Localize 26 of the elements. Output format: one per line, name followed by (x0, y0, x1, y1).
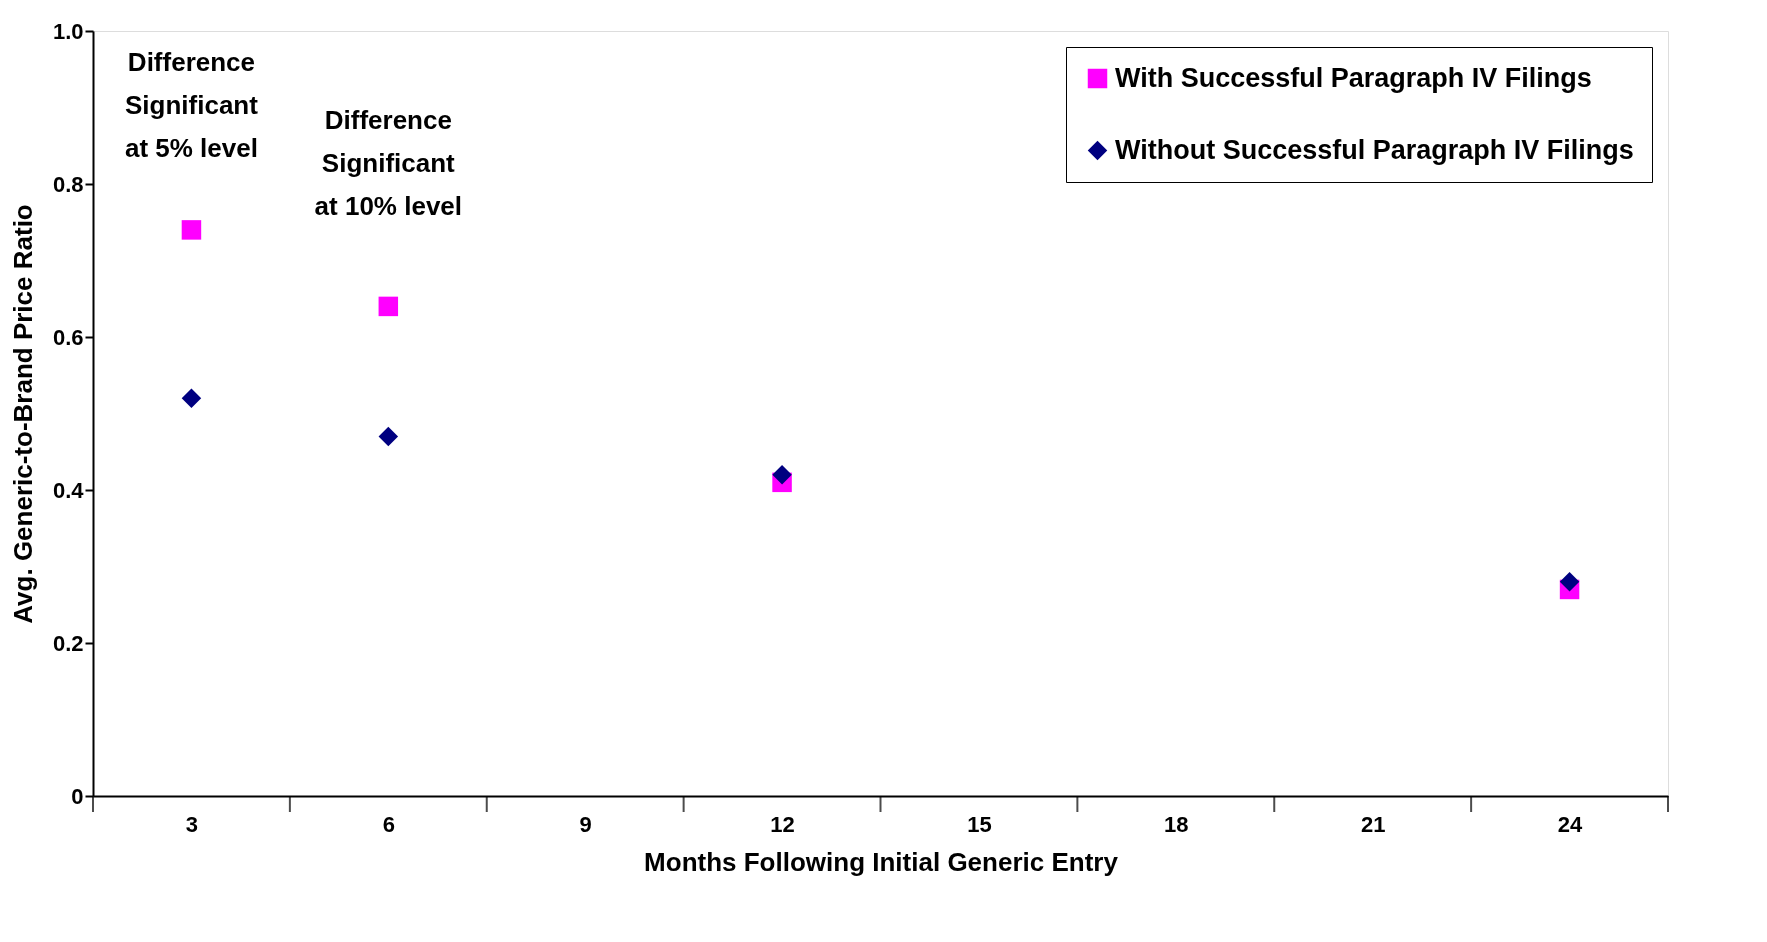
annotation: Difference Significant at 5% level (124, 47, 259, 164)
point (378, 296, 399, 317)
point (772, 464, 792, 485)
x-tick-label: 6 (382, 811, 395, 837)
point (1559, 572, 1580, 592)
x-tick-label: 18 (1164, 811, 1189, 837)
legend-label: Without Successful Paragraph IV Filings (1115, 134, 1634, 165)
y-axis-title: Avg. Generic-to-Brand Price Ratio (7, 204, 38, 624)
x-tick-label: 12 (770, 811, 795, 837)
y-tick-label: 1.0 (52, 18, 84, 44)
y-tick-label: 0 (71, 783, 84, 809)
x-tick-label: 21 (1360, 811, 1386, 837)
x-tick-label: 9 (579, 811, 592, 837)
x-axis-title: Months Following Initial Generic Entry (644, 846, 1119, 877)
point (181, 388, 202, 408)
y-tick-label: 0.4 (52, 477, 85, 503)
annotation: Difference Significant at 10% level (314, 104, 463, 221)
y-tick-label: 0.2 (52, 630, 84, 656)
y-tick-label: 0.6 (52, 324, 84, 350)
y-tick-label: 0.8 (52, 171, 84, 197)
x-tick-label: 15 (967, 811, 992, 837)
point (378, 426, 399, 447)
point (181, 220, 202, 240)
legend-label: With Successful Paragraph IV Filings (1115, 62, 1592, 93)
x-tick-label: 24 (1557, 811, 1584, 837)
x-tick-label: 3 (185, 811, 199, 837)
